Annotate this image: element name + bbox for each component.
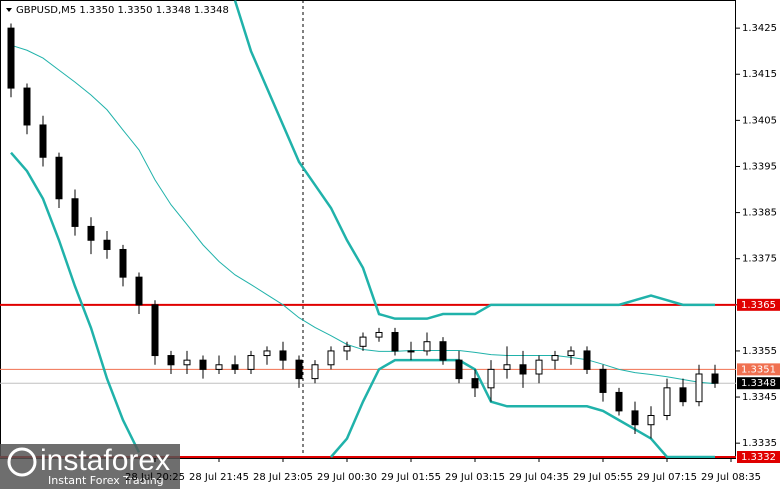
candle-body: [327, 350, 335, 366]
candle-body: [471, 378, 479, 389]
candle-body: [263, 350, 271, 357]
candle-body: [295, 359, 303, 380]
y-tick-label: 1.3425: [742, 23, 777, 34]
y-tick-label: 1.3375: [742, 254, 777, 265]
candle-body: [535, 359, 543, 375]
candle-body: [183, 359, 191, 366]
candle-body: [711, 373, 719, 384]
y-tick-label: 1.3395: [742, 161, 777, 172]
candle-body: [519, 364, 527, 375]
candle-body: [631, 410, 639, 426]
y-tick-label: 1.3405: [742, 115, 777, 126]
candle-body: [695, 373, 703, 403]
candle-body: [647, 414, 655, 426]
menu-arrow: [6, 8, 12, 12]
chart-title: GBPUSD,M5 1.3350 1.3350 1.3348 1.3348: [16, 5, 229, 16]
candle-body: [487, 368, 495, 389]
candle-body: [375, 331, 383, 338]
candle-body: [55, 156, 63, 200]
candle-body: [599, 368, 607, 393]
x-tick-label: 29 Jul 00:30: [317, 472, 377, 483]
x-tick-label: 29 Jul 01:55: [381, 472, 441, 483]
candle-body: [311, 364, 319, 380]
price-label: 1.3348: [741, 378, 776, 389]
candle-body: [87, 225, 95, 241]
x-tick-label: 28 Jul 23:05: [253, 472, 313, 483]
price-box: [737, 298, 780, 311]
brand-tagline: Instant Forex Trading: [48, 474, 164, 487]
price-box: [737, 377, 780, 390]
candle-body: [7, 27, 15, 89]
candle-body: [23, 87, 31, 126]
logo-icon: [7, 447, 37, 477]
logo: instaforex Instant Forex Trading: [0, 444, 180, 489]
y-tick-label: 1.3355: [742, 346, 777, 357]
x-tick-label: 28 Jul 20:25: [125, 472, 185, 483]
candle-body: [551, 355, 559, 361]
candle-body: [663, 387, 671, 416]
candle-body: [423, 341, 431, 352]
candle-body: [455, 359, 463, 380]
candle-body: [407, 350, 415, 353]
price-box: [737, 363, 780, 376]
candle-body: [39, 124, 47, 158]
candle-body: [279, 350, 287, 361]
x-tick-label: 29 Jul 07:15: [637, 472, 697, 483]
candle-body: [103, 239, 111, 250]
x-tick-label: 29 Jul 03:15: [445, 472, 505, 483]
candle-body: [503, 364, 511, 370]
y-tick-label: 1.3335: [742, 438, 777, 449]
candle-body: [199, 359, 207, 370]
x-tick-label: 29 Jul 05:55: [573, 472, 633, 483]
brand-name: instaforex: [40, 444, 170, 477]
y-tick-label: 1.3415: [742, 69, 777, 80]
candle-body: [167, 355, 175, 366]
candle-body: [247, 355, 255, 370]
candle-body: [231, 364, 239, 370]
candle-body: [215, 364, 223, 370]
x-tick-label: 29 Jul 08:35: [701, 472, 761, 483]
candle-body: [391, 331, 399, 352]
candle-body: [343, 345, 351, 352]
band-line: [233, 0, 715, 320]
candle-body: [135, 276, 143, 306]
candle-body: [679, 387, 687, 403]
candle-body: [439, 341, 447, 361]
candle-body: [71, 198, 79, 227]
candle-body: [583, 350, 591, 370]
candle-body: [359, 336, 367, 347]
candle-body: [119, 248, 127, 278]
y-tick-label: 1.3385: [742, 208, 777, 219]
candle-body: [567, 350, 575, 357]
candle-body: [151, 304, 159, 357]
y-tick-label: 1.3345: [742, 392, 777, 403]
plot-area: [0, 0, 736, 458]
price-label: 1.3365: [741, 300, 776, 311]
price-label: 1.3351: [741, 364, 776, 375]
x-tick-label: 28 Jul 21:45: [189, 472, 249, 483]
price-box: [737, 451, 780, 463]
price-label: 1.3332: [741, 452, 776, 463]
candle-body: [615, 391, 623, 412]
plot-frame: [0, 0, 736, 459]
x-tick-label: 29 Jul 04:35: [509, 472, 569, 483]
